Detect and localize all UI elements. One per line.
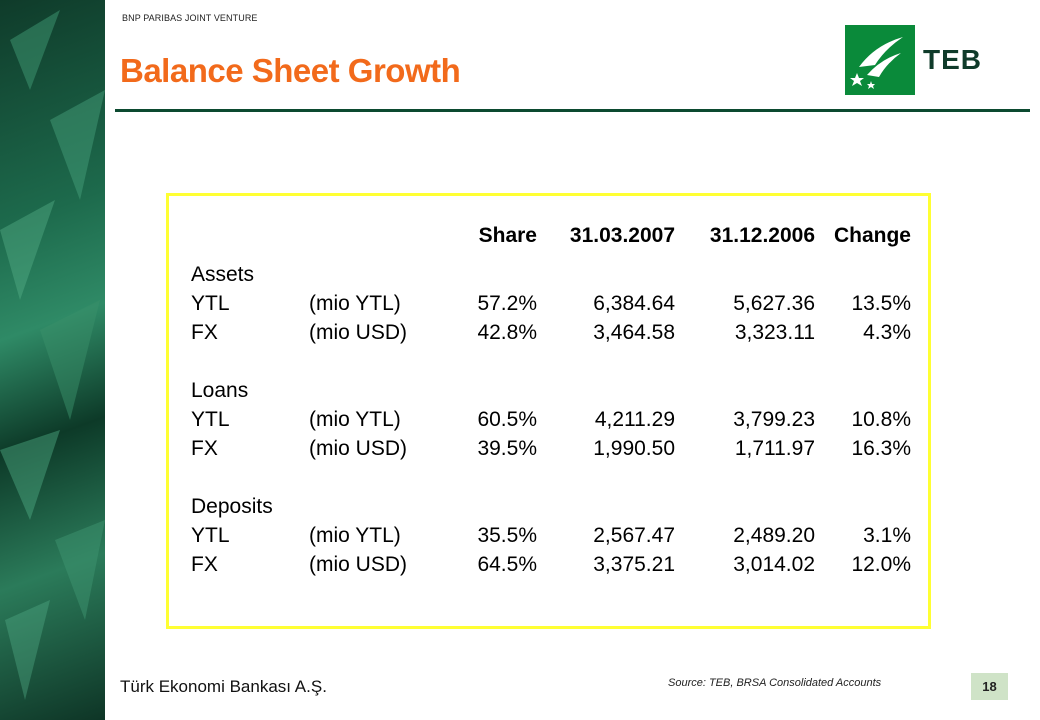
source-note: Source: TEB, BRSA Consolidated Accounts [668, 677, 882, 689]
section-title: Assets [191, 262, 255, 286]
section-header-row: Loans [191, 376, 911, 405]
row-value-2007: 6,384.64 [593, 291, 675, 315]
row-label: FX [191, 552, 218, 576]
joint-venture-tag: BNP PARIBAS JOINT VENTURE [122, 13, 258, 23]
section-title: Loans [191, 378, 249, 402]
row-value-2007: 3,464.58 [593, 320, 675, 344]
row-value-2007: 1,990.50 [593, 436, 675, 460]
row-value-2007: 3,375.21 [593, 552, 675, 576]
row-change: 13.5% [851, 291, 911, 315]
row-share: 60.5% [477, 407, 537, 431]
row-unit: (mio USD) [309, 320, 407, 344]
row-share: 39.5% [477, 436, 537, 460]
row-change: 16.3% [851, 436, 911, 460]
table-row: FX (mio USD) 39.5% 1,990.50 1,711.97 16.… [191, 434, 911, 463]
row-share: 64.5% [477, 552, 537, 576]
row-value-2006: 1,711.97 [734, 436, 815, 460]
row-change: 12.0% [851, 552, 911, 576]
row-value-2006: 3,014.02 [733, 552, 815, 576]
spacer-row [191, 347, 911, 376]
star-bird-icon [850, 37, 903, 89]
row-unit: (mio YTL) [309, 523, 401, 547]
row-unit: (mio USD) [309, 552, 407, 576]
table-row: FX (mio USD) 64.5% 3,375.21 3,014.02 12.… [191, 550, 911, 579]
row-change: 10.8% [851, 407, 911, 431]
section-header-row: Assets [191, 260, 911, 289]
balance-sheet-table: Share 31.03.2007 31.12.2006 Change Asset… [191, 224, 911, 579]
row-change: 4.3% [863, 320, 911, 344]
decorative-side-panel [0, 0, 105, 720]
row-label: FX [191, 436, 218, 460]
row-value-2007: 2,567.47 [593, 523, 675, 547]
row-label: YTL [191, 291, 230, 315]
row-unit: (mio USD) [309, 436, 407, 460]
row-value-2006: 3,799.23 [733, 407, 815, 431]
row-label: YTL [191, 407, 230, 431]
row-share: 42.8% [477, 320, 537, 344]
row-label: YTL [191, 523, 230, 547]
page-number-badge: 18 [971, 673, 1008, 700]
spacer-row [191, 463, 911, 492]
teb-logo [845, 25, 915, 95]
balance-sheet-panel: Share 31.03.2007 31.12.2006 Change Asset… [166, 193, 931, 629]
page-title: Balance Sheet Growth [120, 52, 461, 89]
row-unit: (mio YTL) [309, 407, 401, 431]
row-value-2006: 2,489.20 [733, 523, 815, 547]
row-value-2006: 3,323.11 [734, 320, 815, 344]
table-row: YTL (mio YTL) 57.2% 6,384.64 5,627.36 13… [191, 289, 911, 318]
column-header-date-2: 31.12.2006 [709, 224, 815, 247]
row-share: 35.5% [477, 523, 537, 547]
title-divider [115, 109, 1030, 112]
row-change: 3.1% [863, 523, 911, 547]
column-header-date-1: 31.03.2007 [569, 224, 675, 247]
section-title: Deposits [191, 494, 273, 518]
teb-wordmark: TEB [923, 44, 982, 75]
row-value-2006: 5,627.36 [733, 291, 815, 315]
row-label: FX [191, 320, 218, 344]
star-pattern-graphic [0, 10, 105, 700]
table-row: YTL (mio YTL) 60.5% 4,211.29 3,799.23 10… [191, 405, 911, 434]
row-share: 57.2% [477, 291, 537, 315]
row-value-2007: 4,211.29 [594, 407, 675, 431]
section-header-row: Deposits [191, 492, 911, 521]
table-row: FX (mio USD) 42.8% 3,464.58 3,323.11 4.3… [191, 318, 911, 347]
company-name: Türk Ekonomi Bankası A.Ş. [120, 677, 327, 696]
row-unit: (mio YTL) [309, 291, 401, 315]
table-row: YTL (mio YTL) 35.5% 2,567.47 2,489.20 3.… [191, 521, 911, 550]
column-header-share: Share [478, 224, 537, 247]
column-header-change: Change [833, 224, 911, 247]
table-header-row: Share 31.03.2007 31.12.2006 Change [191, 224, 911, 260]
